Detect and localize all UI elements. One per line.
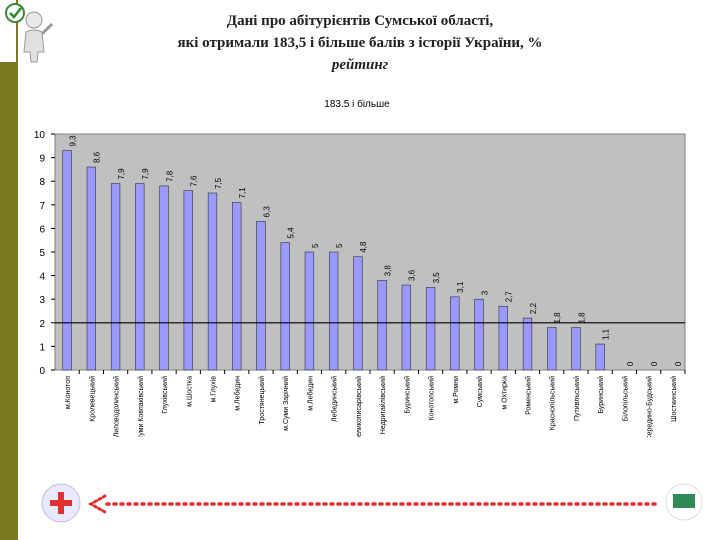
bar xyxy=(280,242,290,371)
x-category-label: м.Шостка xyxy=(186,376,193,407)
data-label: 8,6 xyxy=(93,151,102,163)
bar xyxy=(377,280,387,371)
data-label: 5 xyxy=(335,243,344,248)
x-category-label: Глухівський xyxy=(161,376,169,414)
x-category-label: Липоводолинський xyxy=(113,376,121,437)
bar xyxy=(425,287,436,371)
x-category-label: м.Глухів xyxy=(210,376,218,403)
data-label: 1,8 xyxy=(577,312,586,324)
x-category-label: Лебединський xyxy=(331,376,339,422)
y-tick-label: 7 xyxy=(39,201,45,212)
checkmark-person-icon xyxy=(5,3,54,63)
bar xyxy=(328,251,339,371)
data-label: 7,6 xyxy=(190,175,199,187)
x-category-label: м.Конотоп xyxy=(65,376,72,409)
y-tick-label: 8 xyxy=(39,177,45,188)
x-category-label: Краснопільський xyxy=(549,376,557,430)
y-tick-label: 4 xyxy=(39,272,45,283)
x-category-label: Буринський xyxy=(597,376,605,414)
data-label: 7,8 xyxy=(165,170,174,182)
y-tick-label: 3 xyxy=(39,295,45,306)
data-label: 5 xyxy=(311,243,320,248)
bar xyxy=(232,202,242,371)
bar xyxy=(571,327,581,371)
bar xyxy=(450,296,460,371)
x-category-label: м.Лебедин xyxy=(234,376,242,411)
bar xyxy=(522,317,533,371)
bar xyxy=(547,327,557,371)
bar xyxy=(401,284,412,371)
x-category-label: Великописарівський xyxy=(355,376,363,437)
bar xyxy=(498,305,508,371)
y-tick-label: 10 xyxy=(34,130,46,141)
x-category-label: Білопільський xyxy=(621,376,629,421)
y-tick-label: 1 xyxy=(39,342,45,353)
data-label: 7,1 xyxy=(238,187,247,199)
x-category-label: Путивльський xyxy=(573,376,581,421)
data-label: 0 xyxy=(650,361,659,366)
slide-subtitle: рейтинг xyxy=(331,57,389,73)
x-category-label: Конотопський xyxy=(428,376,436,421)
data-label: 3,1 xyxy=(456,281,465,293)
plus-icon xyxy=(41,483,81,523)
data-label: 9,3 xyxy=(68,135,77,147)
bar xyxy=(595,343,605,371)
slide-sidebar xyxy=(0,0,18,540)
slide-title: Дані про абітурієнтів Сумської області, … xyxy=(110,10,610,76)
x-category-label: Кролевецький xyxy=(88,376,96,422)
data-label: 1,1 xyxy=(602,328,611,340)
bar xyxy=(183,190,193,371)
x-category-label: Шосткинський xyxy=(670,376,678,422)
data-label: 2,7 xyxy=(505,291,514,303)
bar xyxy=(62,150,72,371)
y-tick-label: 2 xyxy=(39,319,45,330)
data-label: 0 xyxy=(626,361,635,366)
bar xyxy=(474,298,484,371)
y-tick-label: 9 xyxy=(39,154,45,165)
minus-icon xyxy=(665,483,703,521)
chart-title: 183.5 і більше xyxy=(324,98,390,110)
bar xyxy=(353,256,363,371)
y-tick-label: 6 xyxy=(39,224,45,235)
x-category-label: Недригайлівський xyxy=(379,376,387,434)
x-category-label: Середино-Будський xyxy=(646,376,654,437)
bar xyxy=(135,183,145,371)
data-label: 1,8 xyxy=(553,312,562,324)
title-line-1: Дані про абітурієнтів Сумської області, xyxy=(226,13,494,29)
data-label: 3,8 xyxy=(383,265,392,277)
x-category-label: м.Ромни xyxy=(453,376,460,404)
x-category-label: Роменський xyxy=(525,376,533,415)
x-category-label: Буринський xyxy=(403,376,411,414)
bar xyxy=(256,221,266,371)
x-category-label: Тростянецький xyxy=(258,376,266,425)
x-category-label: м.Охтирка xyxy=(501,376,508,410)
data-label: 6,3 xyxy=(262,206,271,218)
x-category-label: м.Суми Зарічний xyxy=(282,376,290,431)
data-label: 2,2 xyxy=(529,302,538,314)
x-category-label: м.Лебедин xyxy=(306,376,314,411)
bar xyxy=(110,183,121,371)
data-label: 3,6 xyxy=(408,269,417,281)
data-label: 7,9 xyxy=(117,168,126,180)
x-category-label: м.Суми Ковпаківський xyxy=(137,376,145,437)
y-tick-label: 5 xyxy=(39,248,45,259)
y-tick-label: 0 xyxy=(39,366,45,377)
title-line-2: які отримали 183,5 і більше балів з істо… xyxy=(177,35,543,51)
bar xyxy=(207,192,218,371)
bar-chart: 183.5 і більше 0 1 2 3 4 5 6 7 8 9 10 9,3 м.Конотоп 8… xyxy=(34,98,686,437)
data-label: 7,5 xyxy=(214,177,223,189)
bar xyxy=(86,166,97,371)
data-label: 4,8 xyxy=(359,241,368,253)
bar xyxy=(159,185,169,371)
bar xyxy=(304,251,315,371)
data-label: 5,4 xyxy=(287,227,296,239)
x-category-label: Сумський xyxy=(476,376,484,407)
dotted-arrow-left-icon xyxy=(87,494,657,514)
data-label: 0 xyxy=(674,361,683,366)
data-label: 7,9 xyxy=(141,168,150,180)
data-label: 3,5 xyxy=(432,272,441,284)
data-label: 3 xyxy=(480,290,489,295)
